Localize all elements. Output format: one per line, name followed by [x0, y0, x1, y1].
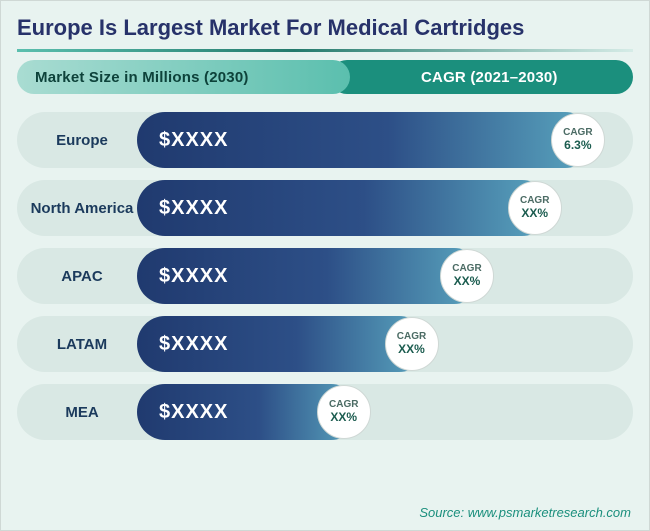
region-label: Europe: [17, 112, 147, 168]
bar-row: MEA$XXXXCAGRXX%: [17, 384, 633, 440]
bar-value-label: $XXXX: [159, 129, 228, 152]
cagr-badge: CAGRXX%: [317, 385, 371, 439]
infographic-card: Europe Is Largest Market For Medical Car…: [0, 0, 650, 531]
cagr-badge: CAGR6.3%: [551, 113, 605, 167]
region-label: North America: [17, 180, 147, 236]
bar-value-label: $XXXX: [159, 401, 228, 424]
bar-row: APAC$XXXXCAGRXX%: [17, 248, 633, 304]
bar-fill: $XXXXCAGRXX%: [137, 248, 482, 304]
cagr-badge: CAGRXX%: [385, 317, 439, 371]
bar-value-label: $XXXX: [159, 197, 228, 220]
region-label: LATAM: [17, 316, 147, 372]
bar-rows: Europe$XXXXCAGR6.3%North America$XXXXCAG…: [17, 112, 633, 440]
cagr-badge-value: XX%: [454, 275, 481, 288]
bar-value-label: $XXXX: [159, 333, 228, 356]
metric-pill-cagr: CAGR (2021–2030): [330, 60, 633, 94]
cagr-badge: CAGRXX%: [508, 181, 562, 235]
cagr-badge-value: XX%: [330, 411, 357, 424]
cagr-badge-value: XX%: [398, 343, 425, 356]
bar-row: Europe$XXXXCAGR6.3%: [17, 112, 633, 168]
bar-fill: $XXXXCAGR6.3%: [137, 112, 593, 168]
chart-title: Europe Is Largest Market For Medical Car…: [17, 15, 633, 41]
cagr-badge-value: 6.3%: [564, 139, 591, 152]
bar-row: LATAM$XXXXCAGRXX%: [17, 316, 633, 372]
bar-value-label: $XXXX: [159, 265, 228, 288]
cagr-badge-value: XX%: [521, 207, 548, 220]
bar-fill: $XXXXCAGRXX%: [137, 316, 427, 372]
title-rule: [17, 49, 633, 52]
source-credit: Source: www.psmarketresearch.com: [419, 505, 631, 520]
subhead-row: Market Size in Millions (2030) CAGR (202…: [17, 60, 633, 94]
bar-fill: $XXXXCAGRXX%: [137, 384, 359, 440]
region-label: APAC: [17, 248, 147, 304]
metric-pill-market-size: Market Size in Millions (2030): [17, 60, 350, 94]
region-label: MEA: [17, 384, 147, 440]
bar-fill: $XXXXCAGRXX%: [137, 180, 550, 236]
cagr-badge: CAGRXX%: [440, 249, 494, 303]
bar-row: North America$XXXXCAGRXX%: [17, 180, 633, 236]
